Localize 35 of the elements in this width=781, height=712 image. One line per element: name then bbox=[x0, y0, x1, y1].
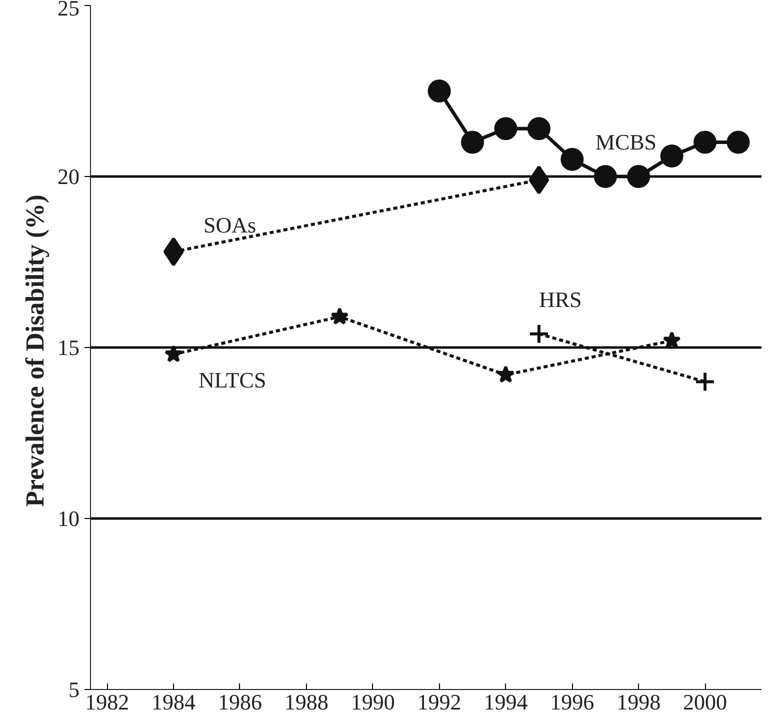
point bbox=[726, 130, 750, 154]
y-tick-label: 20 bbox=[58, 164, 80, 189]
point bbox=[528, 323, 550, 344]
y-tick-label: 10 bbox=[58, 506, 80, 531]
y-tick-label: 15 bbox=[58, 335, 80, 360]
point bbox=[527, 117, 550, 140]
point bbox=[560, 148, 584, 171]
y-axis-title: Prevalence of Disability (%) bbox=[20, 194, 50, 507]
point bbox=[428, 80, 451, 102]
point bbox=[694, 130, 717, 154]
y-tick-label: 25 bbox=[58, 0, 80, 20]
point bbox=[461, 130, 484, 154]
series-label: HRS bbox=[538, 286, 582, 312]
x-tick-label: 2000 bbox=[683, 690, 728, 712]
series-label: MCBS bbox=[595, 130, 657, 154]
series-label: NLTCS bbox=[198, 367, 266, 392]
y-tick-label: 5 bbox=[68, 677, 80, 702]
x-tick-label: 1986 bbox=[218, 690, 262, 712]
x-tick-label: 1998 bbox=[616, 690, 661, 712]
point bbox=[694, 371, 716, 392]
point bbox=[496, 365, 515, 383]
x-tick-label: 1992 bbox=[417, 690, 462, 712]
x-tick-label: 1996 bbox=[550, 690, 594, 712]
x-tick-label: 1984 bbox=[152, 690, 196, 712]
point bbox=[660, 144, 684, 168]
x-tick-label: 1982 bbox=[85, 690, 130, 712]
series-label: SOAs bbox=[204, 212, 256, 238]
point bbox=[164, 344, 183, 362]
x-tick-label: 1990 bbox=[350, 690, 395, 712]
x-tick-label: 1988 bbox=[284, 690, 328, 712]
point bbox=[627, 165, 650, 188]
point bbox=[594, 165, 617, 188]
point bbox=[494, 117, 518, 140]
point bbox=[330, 307, 349, 325]
x-tick-label: 1994 bbox=[484, 690, 528, 712]
